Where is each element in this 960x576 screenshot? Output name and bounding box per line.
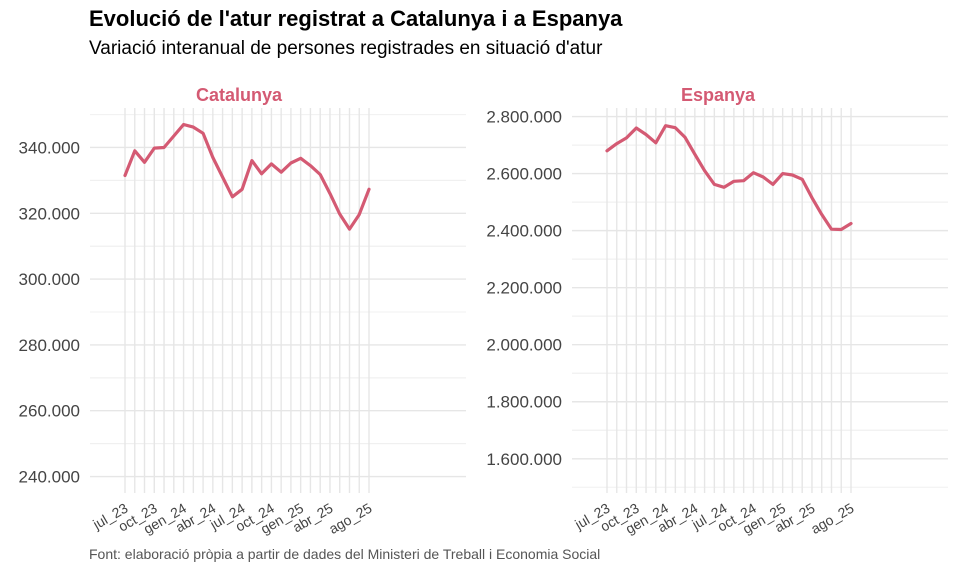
y-tick-label-espanya: 1.800.000	[486, 393, 562, 412]
y-tick-label-espanya: 2.200.000	[486, 279, 562, 298]
series-line-espanya	[605, 124, 853, 232]
y-tick-label-catalunya: 260.000	[19, 402, 80, 421]
series-line-catalunya	[123, 122, 371, 231]
panel-catalunya: 240.000 260.000 280.000 300.000 320.000 340.0…	[19, 85, 466, 537]
y-tick-label-catalunya: 320.000	[19, 204, 80, 223]
chart-subtitle: Variació interanual de persones registra…	[89, 38, 603, 59]
y-tick-label-espanya: 2.400.000	[486, 222, 562, 241]
chart-caption: Font: elaboració pròpia a partir de dade…	[89, 546, 601, 562]
x-tick-label-catalunya: ago_25	[326, 500, 375, 537]
y-tick-label-espanya: 2.000.000	[486, 336, 562, 355]
y-tick-label-catalunya: 240.000	[19, 468, 80, 487]
y-tick-label-espanya: 2.600.000	[486, 165, 562, 184]
facet-title-catalunya: Catalunya	[196, 85, 283, 105]
y-tick-label-catalunya: 300.000	[19, 270, 80, 289]
panel-espanya: 1.600.000 1.800.000 2.000.000 2.200.000 2.40…	[486, 85, 948, 537]
x-tick-label-espanya: ago_25	[808, 500, 857, 537]
y-tick-label-espanya: 1.600.000	[486, 450, 562, 469]
y-tick-label-espanya: 2.800.000	[486, 108, 562, 127]
chart-title: Evolució de l'atur registrat a Catalunya…	[89, 6, 623, 31]
y-tick-label-catalunya: 280.000	[19, 336, 80, 355]
y-tick-label-catalunya: 340.000	[19, 138, 80, 157]
facet-title-espanya: Espanya	[681, 85, 756, 105]
